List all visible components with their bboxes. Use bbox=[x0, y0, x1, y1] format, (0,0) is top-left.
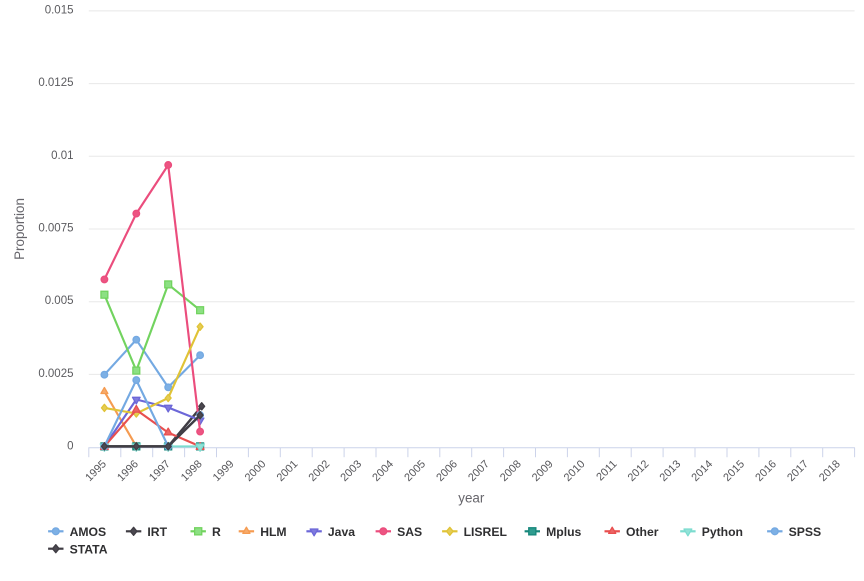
svg-text:R: R bbox=[212, 525, 221, 539]
svg-text:0.0025: 0.0025 bbox=[38, 368, 73, 380]
svg-text:HLM: HLM bbox=[260, 525, 286, 539]
svg-text:0.01: 0.01 bbox=[51, 150, 73, 162]
svg-text:0.0075: 0.0075 bbox=[38, 223, 73, 235]
svg-text:SAS: SAS bbox=[397, 525, 422, 539]
svg-text:0: 0 bbox=[67, 441, 73, 453]
svg-text:0.015: 0.015 bbox=[45, 4, 74, 16]
svg-text:STATA: STATA bbox=[70, 542, 108, 556]
svg-text:IRT: IRT bbox=[147, 525, 167, 539]
svg-text:0.005: 0.005 bbox=[45, 295, 74, 307]
svg-text:SPSS: SPSS bbox=[789, 525, 822, 539]
svg-text:Mplus: Mplus bbox=[546, 525, 581, 539]
svg-text:Java: Java bbox=[328, 525, 355, 539]
svg-text:year: year bbox=[458, 490, 485, 505]
svg-text:Python: Python bbox=[702, 525, 743, 539]
svg-text:0.0125: 0.0125 bbox=[38, 77, 73, 89]
svg-text:AMOS: AMOS bbox=[70, 525, 107, 539]
svg-text:Proportion: Proportion bbox=[12, 198, 27, 260]
svg-text:LISREL: LISREL bbox=[464, 525, 508, 539]
svg-text:Other: Other bbox=[626, 525, 659, 539]
